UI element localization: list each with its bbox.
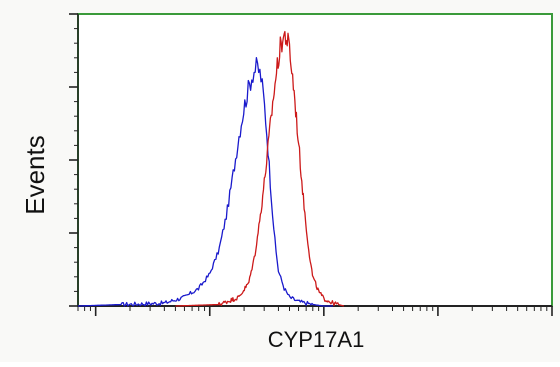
series-line-2	[175, 30, 345, 307]
x-axis-label: CYP17A1	[268, 327, 365, 352]
plot-frame	[77, 13, 553, 307]
y-axis-label: Events	[20, 135, 50, 215]
series-line-1	[78, 57, 333, 307]
